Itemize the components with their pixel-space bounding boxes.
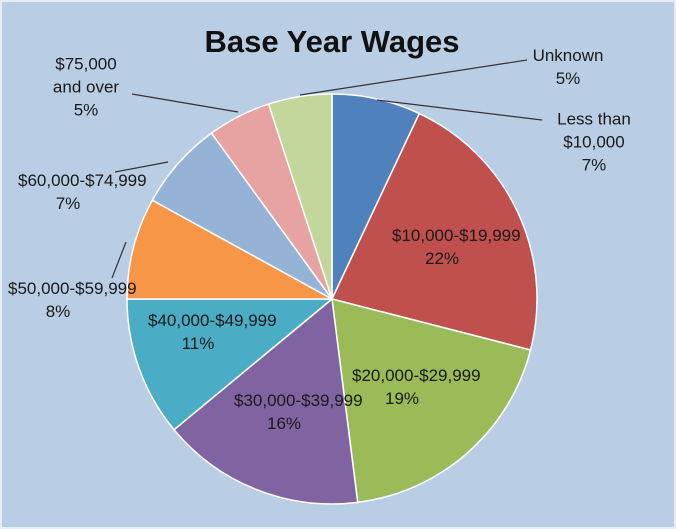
pie-slice: [330, 112, 538, 351]
category-label: $20,000-$29,999: [352, 366, 481, 385]
slice-label: $75,000 and over 5%: [41, 53, 131, 122]
leader-line: [376, 99, 543, 121]
value-label: 7%: [581, 155, 607, 175]
pie-slice: [126, 298, 335, 431]
chart-title: Base Year Wages: [204, 24, 460, 59]
value-label: 19%: [384, 389, 420, 408]
category-label: Unknown: [532, 46, 604, 65]
slice-label: Unknown 5%: [523, 44, 613, 90]
pie-slice: [172, 297, 359, 505]
slice-label: $30,000-$39,999 16%: [234, 389, 363, 435]
slice-label: $10,000-$19,999 22%: [392, 224, 521, 270]
slice-label: $20,000-$29,999 19%: [352, 364, 481, 410]
value-label: 22%: [424, 249, 460, 268]
value-label: 8%: [45, 302, 71, 321]
value-label: 5%: [555, 69, 581, 88]
slice-label: Less than $10,000 7%: [539, 108, 649, 177]
value-label: 16%: [266, 414, 302, 433]
slice-label: $50,000-$59,999 8%: [8, 277, 137, 323]
value-label: 7%: [55, 194, 81, 213]
slice-label: $60,000-$74,999 7%: [18, 169, 147, 215]
leader-line: [299, 59, 528, 96]
pie-slice: [126, 199, 333, 300]
category-label: $10,000-$19,999: [392, 226, 521, 245]
category-label: Less than $10,000: [557, 109, 631, 152]
pie-slice: [267, 93, 333, 300]
slice-label: $40,000-$49,999 11%: [148, 309, 277, 355]
category-label: $40,000-$49,999: [148, 311, 277, 330]
category-label: $30,000-$39,999: [234, 391, 363, 410]
value-label: 11%: [181, 334, 215, 353]
value-label: 5%: [73, 100, 99, 120]
category-label: $75,000 and over: [52, 54, 120, 97]
leader-line: [131, 93, 239, 113]
category-label: $50,000-$59,999: [8, 279, 137, 298]
pie-slice: [331, 297, 532, 504]
leader-line: [111, 241, 127, 279]
leader-line: [114, 161, 169, 173]
category-label: $60,000-$74,999: [18, 171, 147, 190]
